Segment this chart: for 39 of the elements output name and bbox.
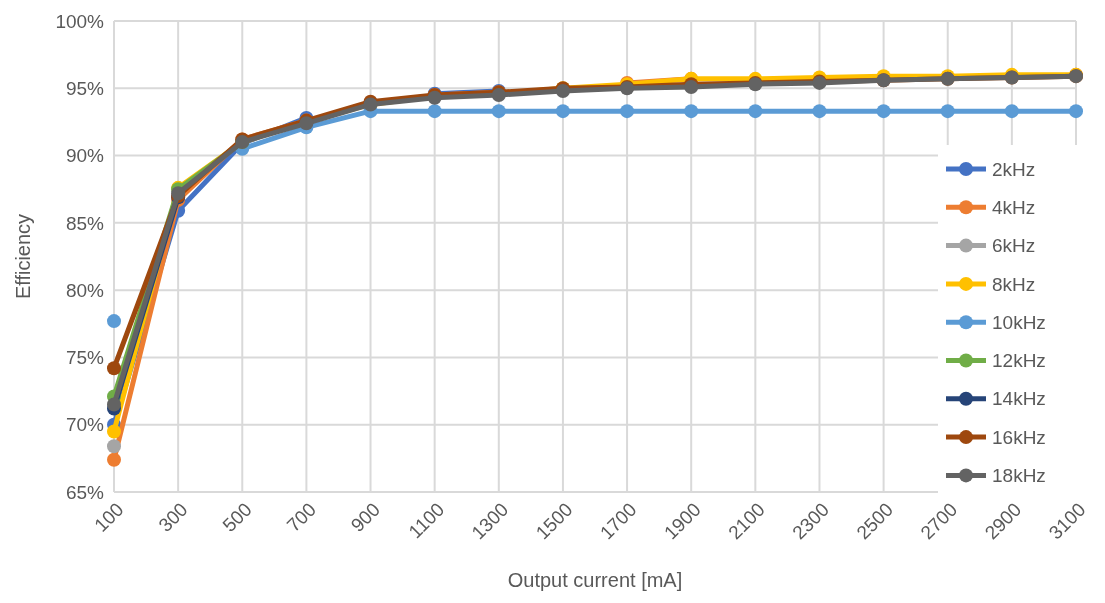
legend-label: 12kHz — [992, 350, 1046, 372]
y-tick-label: 90% — [65, 145, 105, 167]
point — [555, 104, 570, 119]
y-tick-label: 70% — [65, 414, 105, 436]
y-axis-title: Efficiency — [12, 213, 34, 300]
x-tick-label: 300 — [154, 498, 192, 536]
point — [107, 452, 121, 467]
point — [1069, 104, 1083, 119]
point — [748, 104, 763, 119]
x-tick-label: 700 — [282, 498, 320, 536]
point — [107, 397, 121, 412]
point — [107, 439, 121, 454]
point — [107, 361, 121, 376]
point — [876, 104, 891, 119]
legend-label: 4kHz — [992, 196, 1036, 218]
legend-label: 16kHz — [992, 426, 1046, 448]
legend-label: 8kHz — [992, 273, 1036, 295]
legend-label: 14kHz — [992, 388, 1046, 410]
legend-label: 18kHz — [992, 465, 1046, 487]
y-tick-label: 95% — [65, 77, 105, 99]
point — [620, 104, 635, 119]
point — [684, 104, 699, 119]
x-axis-title: Output current [mA] — [507, 569, 683, 591]
y-tick-label: 80% — [65, 279, 105, 301]
y-tick-label: 100% — [55, 10, 105, 32]
legend-label: 2kHz — [992, 158, 1036, 180]
y-tick-label: 75% — [65, 347, 105, 369]
legend-label: 10kHz — [992, 311, 1046, 333]
legend-label: 6kHz — [992, 235, 1036, 257]
point — [812, 104, 827, 119]
point — [491, 104, 506, 119]
point — [107, 314, 121, 329]
y-tick-label: 85% — [65, 212, 105, 234]
point — [1004, 104, 1019, 119]
x-tick-label: 500 — [218, 498, 256, 536]
x-tick-label: 900 — [346, 498, 385, 536]
point — [940, 104, 955, 119]
point — [107, 424, 121, 439]
point — [427, 104, 442, 119]
